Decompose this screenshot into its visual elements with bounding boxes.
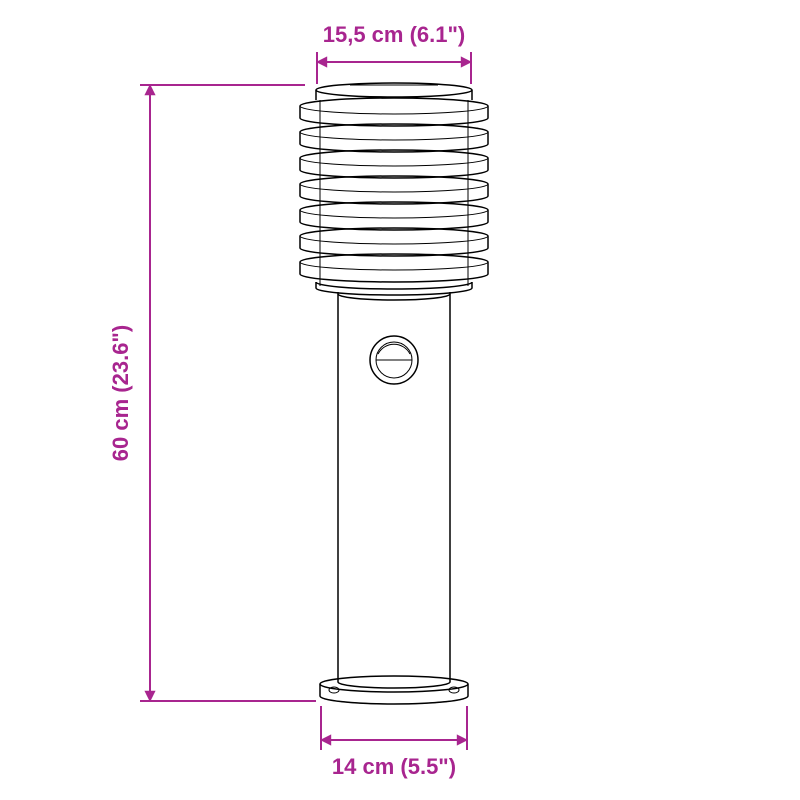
product-drawing	[300, 83, 488, 704]
dimension-bottom-label: 14 cm (5.5")	[332, 754, 456, 779]
pole	[338, 292, 450, 682]
base-plate	[320, 676, 468, 704]
dimension-left-label: 60 cm (23.6")	[108, 325, 133, 461]
motion-sensor-icon	[370, 336, 418, 384]
dimension-left: 60 cm (23.6")	[108, 84, 316, 702]
diagram-canvas: 15,5 cm (6.1") 60 cm (23.6") 14 cm (5.5"…	[0, 0, 800, 800]
dimension-top-label: 15,5 cm (6.1")	[323, 22, 466, 47]
louver-head	[300, 98, 488, 300]
dimension-top: 15,5 cm (6.1")	[316, 22, 472, 84]
dimension-bottom: 14 cm (5.5")	[320, 706, 468, 779]
